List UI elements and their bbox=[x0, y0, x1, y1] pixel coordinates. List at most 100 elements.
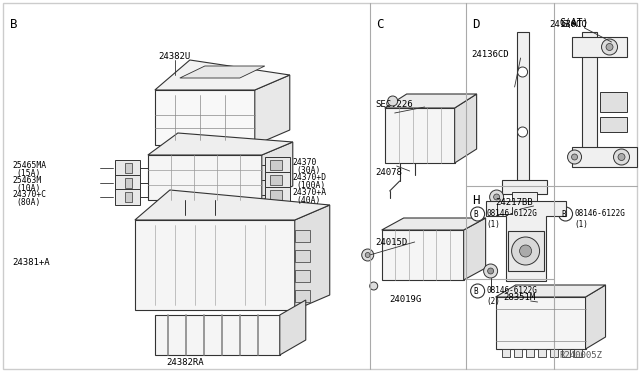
Circle shape bbox=[614, 149, 630, 165]
Circle shape bbox=[488, 268, 493, 274]
Polygon shape bbox=[495, 285, 605, 297]
Polygon shape bbox=[516, 32, 529, 187]
Circle shape bbox=[493, 194, 500, 200]
Polygon shape bbox=[295, 230, 310, 242]
Text: 25465MA: 25465MA bbox=[12, 161, 46, 170]
Text: B: B bbox=[474, 209, 478, 218]
Polygon shape bbox=[486, 201, 566, 281]
Polygon shape bbox=[381, 218, 486, 230]
Text: G⟨AT⟩: G⟨AT⟩ bbox=[559, 18, 589, 28]
Circle shape bbox=[484, 264, 498, 278]
Polygon shape bbox=[280, 300, 306, 355]
Circle shape bbox=[568, 150, 582, 164]
Polygon shape bbox=[295, 270, 310, 282]
Text: D: D bbox=[472, 18, 479, 31]
Text: (40A): (40A) bbox=[297, 196, 321, 205]
Bar bbox=[538, 349, 545, 357]
Bar bbox=[511, 192, 536, 207]
Circle shape bbox=[511, 237, 540, 265]
Circle shape bbox=[470, 207, 484, 221]
Polygon shape bbox=[262, 142, 292, 200]
Circle shape bbox=[490, 190, 504, 204]
Polygon shape bbox=[270, 175, 282, 185]
Polygon shape bbox=[125, 178, 132, 188]
Polygon shape bbox=[115, 160, 140, 176]
Polygon shape bbox=[125, 163, 132, 173]
Text: (80A): (80A) bbox=[16, 198, 40, 207]
Text: 24015D: 24015D bbox=[376, 238, 408, 247]
Polygon shape bbox=[125, 192, 132, 202]
Text: SEC.226: SEC.226 bbox=[376, 100, 413, 109]
Text: 24370: 24370 bbox=[292, 158, 317, 167]
Polygon shape bbox=[180, 66, 265, 78]
Polygon shape bbox=[454, 94, 477, 163]
Polygon shape bbox=[265, 157, 290, 173]
Polygon shape bbox=[148, 155, 262, 200]
Text: R240005Z: R240005Z bbox=[559, 351, 603, 360]
Polygon shape bbox=[155, 90, 255, 145]
Circle shape bbox=[518, 127, 527, 137]
Text: 08146-6122G: 08146-6122G bbox=[486, 209, 538, 218]
Polygon shape bbox=[135, 220, 295, 310]
Circle shape bbox=[606, 44, 613, 51]
Polygon shape bbox=[495, 297, 586, 349]
Text: (15A): (15A) bbox=[16, 169, 40, 178]
Circle shape bbox=[365, 253, 370, 257]
Bar bbox=[513, 349, 522, 357]
Circle shape bbox=[602, 39, 618, 55]
Bar bbox=[550, 349, 557, 357]
Polygon shape bbox=[295, 250, 310, 262]
Polygon shape bbox=[295, 205, 330, 310]
Text: (2): (2) bbox=[486, 297, 500, 306]
Polygon shape bbox=[381, 230, 463, 280]
Text: 24370+C: 24370+C bbox=[12, 190, 46, 199]
Text: (30A): (30A) bbox=[297, 166, 321, 175]
Circle shape bbox=[559, 207, 573, 221]
Circle shape bbox=[370, 282, 378, 290]
Text: 24217BB: 24217BB bbox=[495, 198, 533, 207]
Bar bbox=[525, 349, 534, 357]
Bar bbox=[561, 349, 570, 357]
Polygon shape bbox=[270, 160, 282, 170]
Circle shape bbox=[518, 67, 527, 77]
Text: B: B bbox=[561, 209, 566, 218]
Polygon shape bbox=[115, 175, 140, 191]
Polygon shape bbox=[600, 92, 627, 112]
Text: B: B bbox=[474, 286, 478, 295]
Polygon shape bbox=[572, 37, 627, 57]
Text: (1): (1) bbox=[486, 220, 500, 229]
Text: H: H bbox=[472, 194, 479, 207]
Polygon shape bbox=[502, 180, 547, 194]
Text: G⟨AT⟩: G⟨AT⟩ bbox=[561, 20, 588, 29]
Polygon shape bbox=[295, 290, 310, 302]
Polygon shape bbox=[255, 75, 290, 145]
Text: 24136CC: 24136CC bbox=[550, 20, 587, 29]
Polygon shape bbox=[508, 231, 543, 271]
Polygon shape bbox=[135, 190, 330, 220]
Text: 24370+D: 24370+D bbox=[292, 173, 327, 182]
Text: 24370+A: 24370+A bbox=[292, 188, 327, 197]
Polygon shape bbox=[115, 189, 140, 205]
Text: (1): (1) bbox=[575, 220, 588, 229]
Text: (10A): (10A) bbox=[16, 184, 40, 193]
Text: 25463M: 25463M bbox=[12, 176, 41, 185]
Text: B: B bbox=[10, 18, 17, 31]
Circle shape bbox=[470, 284, 484, 298]
Text: 24136CD: 24136CD bbox=[472, 50, 509, 59]
Polygon shape bbox=[600, 117, 627, 132]
Polygon shape bbox=[155, 60, 290, 90]
Polygon shape bbox=[270, 190, 282, 200]
Text: 24078: 24078 bbox=[376, 168, 403, 177]
Circle shape bbox=[572, 154, 577, 160]
Text: 24382U: 24382U bbox=[159, 52, 191, 61]
Text: C: C bbox=[376, 18, 383, 31]
Text: 08146-6122G: 08146-6122G bbox=[575, 209, 625, 218]
Polygon shape bbox=[463, 218, 486, 280]
Polygon shape bbox=[572, 147, 637, 167]
Text: 28351M: 28351M bbox=[504, 293, 536, 302]
Circle shape bbox=[618, 154, 625, 160]
Polygon shape bbox=[582, 32, 596, 162]
Polygon shape bbox=[155, 315, 280, 355]
Bar bbox=[573, 349, 582, 357]
Circle shape bbox=[388, 96, 397, 106]
